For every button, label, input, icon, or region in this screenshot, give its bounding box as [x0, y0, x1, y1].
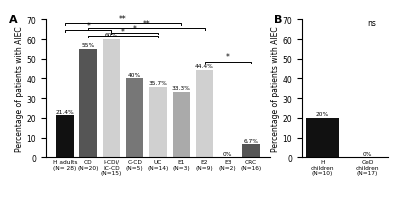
Text: *: * [133, 25, 137, 34]
Text: B: B [274, 15, 283, 25]
Text: 35.7%: 35.7% [148, 81, 168, 86]
Text: **: ** [142, 20, 150, 29]
Text: 60%: 60% [105, 33, 118, 38]
Bar [103, 40, 120, 158]
Bar [196, 70, 213, 158]
Text: 44.4%: 44.4% [195, 64, 214, 69]
Bar [80, 50, 97, 158]
Bar [56, 116, 74, 158]
Text: 0%: 0% [223, 151, 232, 156]
Text: 33.3%: 33.3% [172, 86, 191, 91]
Y-axis label: Percentage of patients with AIEC: Percentage of patients with AIEC [15, 26, 24, 151]
Text: 55%: 55% [82, 43, 95, 48]
Text: 40%: 40% [128, 73, 141, 78]
Text: *: * [226, 53, 230, 62]
Y-axis label: Percentage of patients with AIEC: Percentage of patients with AIEC [271, 26, 280, 151]
Text: A: A [9, 15, 18, 25]
Bar [242, 144, 260, 158]
Text: 21.4%: 21.4% [56, 109, 74, 114]
Bar [306, 118, 340, 158]
Bar [172, 92, 190, 158]
Bar [126, 79, 144, 158]
Text: ns: ns [367, 19, 376, 28]
Text: 0%: 0% [362, 151, 372, 156]
Text: **: ** [119, 15, 127, 24]
Bar [149, 87, 167, 158]
Text: *: * [86, 22, 90, 31]
Text: 20%: 20% [316, 112, 329, 117]
Text: 6.7%: 6.7% [244, 138, 258, 143]
Text: *: * [121, 27, 125, 37]
